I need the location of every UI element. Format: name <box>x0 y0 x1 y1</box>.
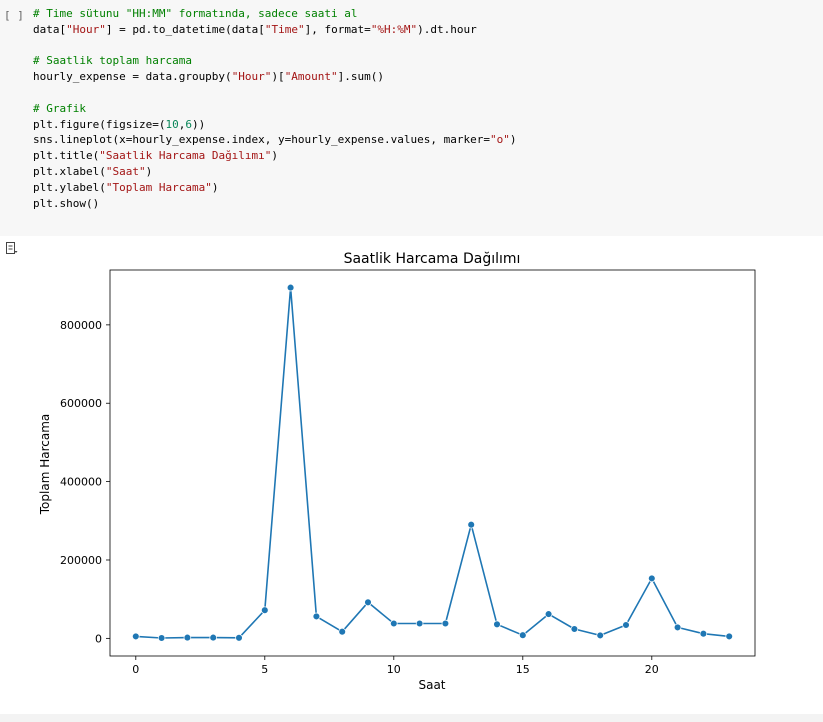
code-token: "Saatlik Harcama Dağılımı" <box>99 149 272 163</box>
code-token: "Hour" <box>66 22 106 36</box>
y-tick-label: 800000 <box>60 319 102 332</box>
data-point <box>596 631 604 640</box>
data-point <box>286 283 295 292</box>
code-token: sns.lineplot(x=hourly_expense.index, y=h… <box>33 133 490 147</box>
data-point <box>390 619 398 628</box>
data-point <box>209 633 217 642</box>
data-point <box>235 634 243 642</box>
data-point <box>312 612 321 621</box>
data-point <box>157 634 166 642</box>
data-point <box>132 632 140 641</box>
data-point <box>338 627 346 636</box>
data-point <box>622 621 630 629</box>
y-tick-label: 600000 <box>60 397 102 410</box>
code-token: # Saatlik toplam harcama <box>33 54 192 68</box>
series-line <box>135 286 730 639</box>
code-line <box>33 38 516 54</box>
code-token: ) <box>211 180 219 194</box>
data-point <box>441 619 450 628</box>
code-token: "Amount" <box>284 70 338 84</box>
code-line: # Saatlik toplam harcama <box>33 53 516 69</box>
data-point <box>364 598 372 607</box>
x-axis-label: Saat <box>418 678 445 692</box>
code-line: sns.lineplot(x=hourly_expense.index, y=h… <box>33 132 516 148</box>
x-tick-label: 0 <box>132 663 139 676</box>
code-line <box>33 85 516 101</box>
code-line: hourly_expense = data.groupby("Hour")["A… <box>33 69 516 85</box>
data-point <box>183 633 192 642</box>
code-editor[interactable]: # Time sütunu "HH:MM" formatında, sadece… <box>33 6 516 211</box>
code-token: )) <box>191 117 206 131</box>
data-point <box>544 610 553 618</box>
code-line: plt.show() <box>33 196 516 212</box>
code-token: # Grafik <box>33 101 86 115</box>
code-line: plt.figure(figsize=(10,6)) <box>33 117 516 133</box>
code-token: ).dt.hour <box>417 22 477 36</box>
code-token: plt.title( <box>33 149 100 163</box>
data-point <box>415 619 424 628</box>
bottom-divider <box>0 714 823 722</box>
data-point <box>493 620 501 629</box>
code-token: plt.ylabel( <box>33 180 106 194</box>
code-token: , <box>178 117 186 131</box>
code-token: "o" <box>489 133 510 147</box>
data-point <box>725 632 733 641</box>
line-chart: Saatlik Harcama Dağılımı 0 5 10 15 20 0 200000… <box>38 251 756 692</box>
code-token: "%H:%M" <box>370 22 418 36</box>
code-token: hourly_expense = data.groupby( <box>33 70 232 84</box>
y-axis-label: Toplam Harcama <box>38 414 52 515</box>
data-point <box>648 574 656 583</box>
code-token: ].sum() <box>337 70 385 84</box>
code-line: data["Hour"] = pd.to_datetime(data["Time… <box>33 22 516 38</box>
code-token: ) <box>271 149 279 163</box>
code-token: data[ <box>33 22 67 36</box>
code-token: )[ <box>271 70 285 84</box>
code-token: "Toplam Harcama" <box>105 180 212 194</box>
run-cell-button[interactable]: [ ] <box>4 9 24 22</box>
code-token: ] = pd.to_datetime(data[ <box>105 22 265 36</box>
y-tick-label: 0 <box>95 632 102 645</box>
data-point <box>467 520 475 529</box>
code-token: ) <box>509 133 517 147</box>
code-token: 6 <box>185 117 192 131</box>
x-tick-label: 20 <box>645 663 659 676</box>
chart-title: Saatlik Harcama Dağılımı <box>344 251 521 267</box>
code-token: "Hour" <box>231 70 272 84</box>
code-line: plt.ylabel("Toplam Harcama") <box>33 180 516 196</box>
data-point <box>261 606 269 614</box>
data-point <box>673 623 682 632</box>
code-token: ], format= <box>304 22 371 36</box>
x-tick-label: 15 <box>516 663 530 676</box>
output-toggle-icon[interactable] <box>5 241 19 257</box>
code-token: "Saat" <box>105 164 146 178</box>
output-area: Saatlik Harcama Dağılımı 0 5 10 15 20 0 200000… <box>0 236 823 714</box>
plot-area: 0 5 10 15 20 0 200000 400000 600000 800000 <box>60 269 756 676</box>
x-tick-label: 5 <box>261 663 268 676</box>
code-cell[interactable]: [ ] # Time sütunu "HH:MM" formatında, sa… <box>0 0 823 236</box>
code-token: plt.show() <box>33 196 100 210</box>
data-point <box>699 629 708 638</box>
code-token: # Time sütunu "HH:MM" formatında, sadece… <box>33 7 358 20</box>
code-line: plt.title("Saatlik Harcama Dağılımı") <box>33 148 516 164</box>
y-tick-label: 400000 <box>60 476 102 489</box>
code-token: 10 <box>165 117 179 131</box>
code-line: plt.xlabel("Saat") <box>33 164 516 180</box>
y-tick-label: 200000 <box>60 554 102 567</box>
code-token: "Time" <box>264 22 305 36</box>
data-point <box>519 631 527 639</box>
code-line: # Time sütunu "HH:MM" formatında, sadece… <box>33 6 516 22</box>
code-line: # Grafik <box>33 101 516 117</box>
plot-frame <box>109 269 756 657</box>
data-point <box>570 625 579 633</box>
code-token: plt.xlabel( <box>33 164 106 178</box>
x-tick-label: 10 <box>387 663 401 676</box>
code-token: ) <box>145 164 153 178</box>
code-token: plt.figure(figsize=( <box>33 117 166 131</box>
